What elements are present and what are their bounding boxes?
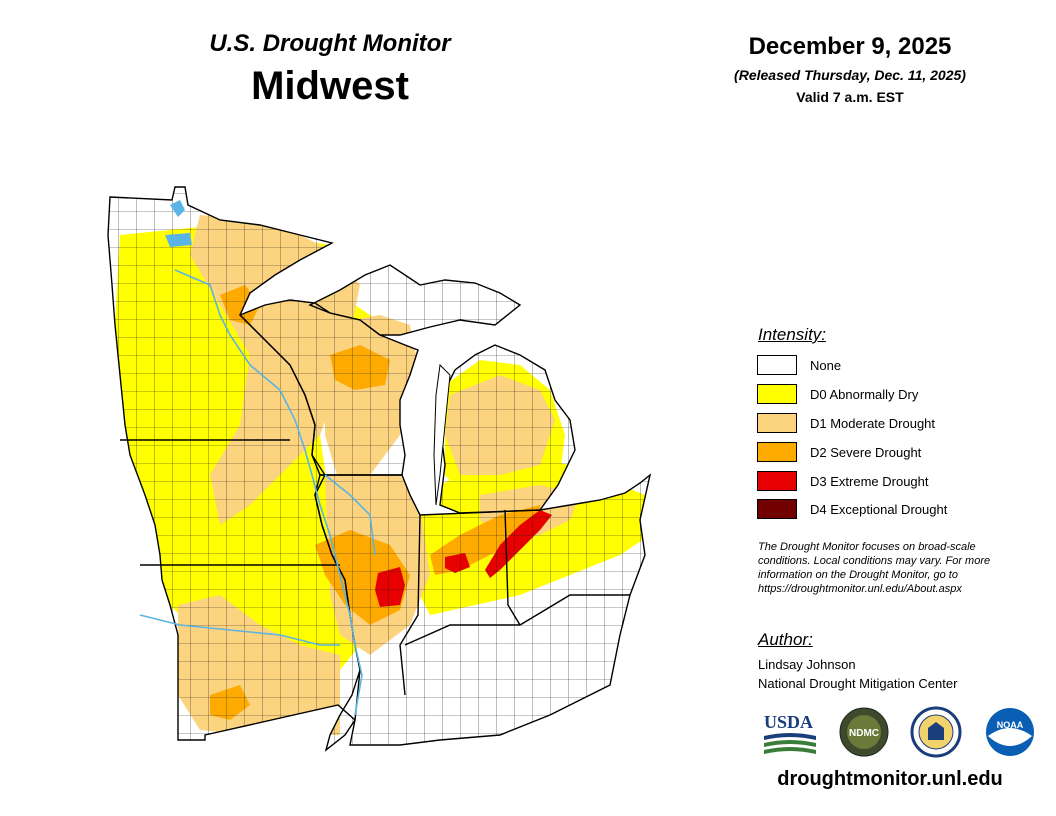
legend-item-none: None — [757, 355, 1037, 377]
note-line: The Drought Monitor focuses on broad-sca… — [758, 541, 976, 553]
commerce-seal-icon — [910, 706, 962, 758]
note-line: information on the Drought Monitor, go t… — [758, 569, 958, 581]
noaa-logo-icon: NOAA — [986, 708, 1034, 756]
legend-label: D4 Exceptional Drought — [810, 502, 948, 517]
site-url-link[interactable]: droughtmonitor.unl.edu — [777, 768, 1003, 790]
legend-item-d2: D2 Severe Drought — [757, 442, 1037, 464]
region-title: Midwest — [251, 64, 409, 108]
author-organization: National Drought Mitigation Center — [758, 676, 958, 691]
rivers — [139, 269, 376, 716]
legend-label: D3 Extreme Drought — [810, 474, 929, 489]
ndmc-logo-icon: NDMC — [839, 707, 889, 757]
ndmc-logo-text: NDMC — [849, 728, 879, 739]
legend-swatch-none — [757, 355, 797, 375]
legend-item-d4: D4 Exceptional Drought — [757, 499, 1037, 521]
legend-item-d0: D0 Abnormally Dry — [757, 384, 1037, 406]
legend-swatch-d2 — [757, 442, 797, 462]
legend-swatch-d0 — [757, 384, 797, 404]
valid-time: Valid 7 a.m. EST — [796, 89, 904, 105]
legend-swatch-d4 — [757, 499, 797, 519]
legend-item-d3: D3 Extreme Drought — [757, 471, 1037, 493]
partner-logos: USDA NDMC NOAA — [762, 706, 1042, 762]
legend-label: D0 Abnormally Dry — [810, 387, 919, 402]
legend-swatch-d1 — [757, 413, 797, 433]
release-date: (Released Thursday, Dec. 11, 2025) — [734, 67, 966, 83]
noaa-logo-text: NOAA — [997, 720, 1024, 730]
author-name: Lindsay Johnson — [758, 657, 856, 672]
legend-label: D1 Moderate Drought — [810, 416, 936, 431]
usda-logo-icon: USDA — [764, 712, 816, 754]
lakes — [165, 200, 451, 506]
legend-item-d1: D1 Moderate Drought — [757, 413, 1037, 435]
author-heading: Author: — [758, 630, 813, 649]
drought-map — [107, 186, 652, 752]
map-date: December 9, 2025 — [748, 33, 952, 60]
legend-title: Intensity: — [758, 325, 827, 344]
legend-label: D2 Severe Drought — [810, 445, 922, 460]
map-title: U.S. Drought Monitor — [209, 30, 451, 57]
usda-logo-text: USDA — [764, 712, 813, 732]
legend-swatch-d3 — [757, 471, 797, 491]
note-link[interactable]: https://droughtmonitor.unl.edu/About.asp… — [758, 583, 962, 595]
legend-label: None — [810, 358, 842, 373]
note-line: conditions. Local conditions may vary. F… — [758, 555, 991, 567]
disclaimer-note: The Drought Monitor focuses on broad-sca… — [758, 540, 1048, 596]
